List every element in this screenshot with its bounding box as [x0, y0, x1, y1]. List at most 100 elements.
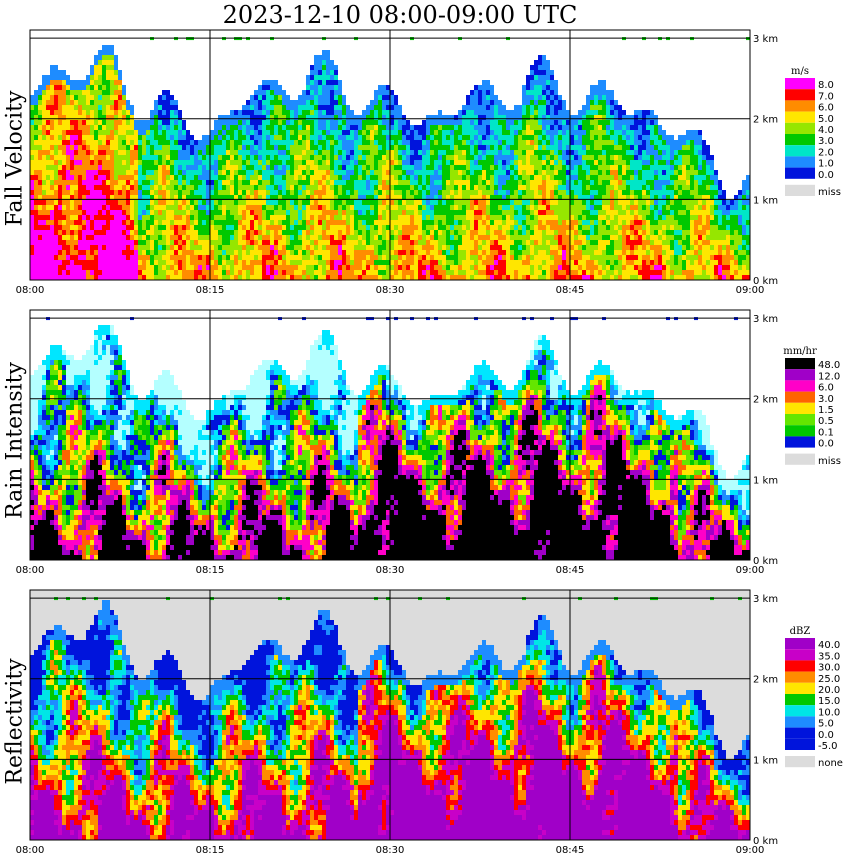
heatmap-cell [34, 225, 38, 230]
heatmap-cell [230, 170, 234, 175]
heatmap-cell [162, 180, 166, 185]
heatmap-cell [178, 250, 182, 255]
heatmap-cell [530, 80, 534, 85]
heatmap-cell [286, 220, 290, 225]
heatmap-cell [166, 180, 170, 185]
heatmap-cell [558, 135, 562, 140]
heatmap-cell [314, 150, 318, 155]
heatmap-cell [394, 180, 398, 185]
heatmap-cell [82, 110, 86, 115]
heatmap-cell [94, 275, 98, 280]
heatmap-cell [290, 160, 294, 165]
heatmap-cell [142, 265, 146, 270]
heatmap-cell [286, 160, 290, 165]
heatmap-cell [534, 70, 538, 75]
heatmap-cell [278, 115, 282, 120]
heatmap-cell [426, 170, 430, 175]
heatmap-cell [278, 85, 282, 90]
heatmap-cell [74, 235, 78, 240]
heatmap-cell [254, 205, 258, 210]
heatmap-cell [546, 60, 550, 65]
heatmap-cell [374, 215, 378, 220]
heatmap-cell [410, 270, 414, 275]
heatmap-cell [142, 150, 146, 155]
heatmap-cell [542, 270, 546, 275]
heatmap-cell [510, 275, 514, 280]
heatmap-cell [130, 185, 134, 190]
heatmap-cell [34, 190, 38, 195]
heatmap-cell [262, 105, 266, 110]
heatmap-cell [434, 155, 438, 160]
heatmap-cell [526, 255, 530, 260]
heatmap-cell [34, 90, 38, 95]
heatmap-cell [234, 110, 238, 115]
heatmap-cell [114, 240, 118, 245]
heatmap-cell [514, 260, 518, 265]
heatmap-cell [286, 130, 290, 135]
heatmap-cell [218, 160, 222, 165]
heatmap-cell [418, 155, 422, 160]
heatmap-cell [394, 235, 398, 240]
heatmap-cell [122, 265, 126, 270]
heatmap-cell [134, 125, 138, 130]
heatmap-cell [46, 250, 50, 255]
heatmap-cell [498, 155, 502, 160]
heatmap-cell [422, 255, 426, 260]
heatmap-cell [490, 90, 494, 95]
heatmap-cell [206, 230, 210, 235]
heatmap-cell [190, 145, 194, 150]
heatmap-cell [94, 255, 98, 260]
heatmap-cell [490, 185, 494, 190]
heatmap-cell [470, 120, 474, 125]
heatmap-cell [298, 95, 302, 100]
heatmap-cell [90, 250, 94, 255]
heatmap-cell [314, 65, 318, 70]
heatmap-cell [426, 220, 430, 225]
heatmap-cell [30, 105, 34, 110]
heatmap-cell [122, 190, 126, 195]
heatmap-cell [54, 70, 58, 75]
heatmap-cell [114, 235, 118, 240]
heatmap-cell [358, 250, 362, 255]
heatmap-cell [270, 230, 274, 235]
heatmap-cell [46, 275, 50, 280]
heatmap-cell [246, 240, 250, 245]
heatmap-cell [50, 125, 54, 130]
heatmap-cell [454, 225, 458, 230]
heatmap-cell [338, 250, 342, 255]
heatmap-cell [538, 165, 542, 170]
heatmap-cell [410, 250, 414, 255]
heatmap-cell [338, 145, 342, 150]
heatmap-cell [202, 215, 206, 220]
heatmap-cell [390, 190, 394, 195]
heatmap-cell [162, 215, 166, 220]
heatmap-cell [210, 165, 214, 170]
heatmap-cell [182, 120, 186, 125]
heatmap-cell [470, 210, 474, 215]
heatmap-cell [514, 205, 518, 210]
heatmap-cell [278, 135, 282, 140]
heatmap-cell [346, 145, 350, 150]
heatmap-cell [338, 185, 342, 190]
heatmap-cell [246, 260, 250, 265]
heatmap-cell [78, 85, 82, 90]
heatmap-cell [174, 185, 178, 190]
heatmap-cell [442, 255, 446, 260]
heatmap-cell [542, 150, 546, 155]
heatmap-cell [38, 180, 42, 185]
heatmap-cell [334, 180, 338, 185]
heatmap-cell [314, 75, 318, 80]
heatmap-cell [306, 85, 310, 90]
heatmap-cell [106, 190, 110, 195]
heatmap-cell [202, 185, 206, 190]
heatmap-cell [362, 190, 366, 195]
heatmap-cell [538, 110, 542, 115]
heatmap-cell [50, 75, 54, 80]
heatmap-cell [38, 230, 42, 235]
heatmap-cell [486, 200, 490, 205]
heatmap-cell [446, 180, 450, 185]
heatmap-cell [342, 155, 346, 160]
heatmap-cell [402, 165, 406, 170]
heatmap-cell [338, 275, 342, 280]
heatmap-cell [170, 125, 174, 130]
